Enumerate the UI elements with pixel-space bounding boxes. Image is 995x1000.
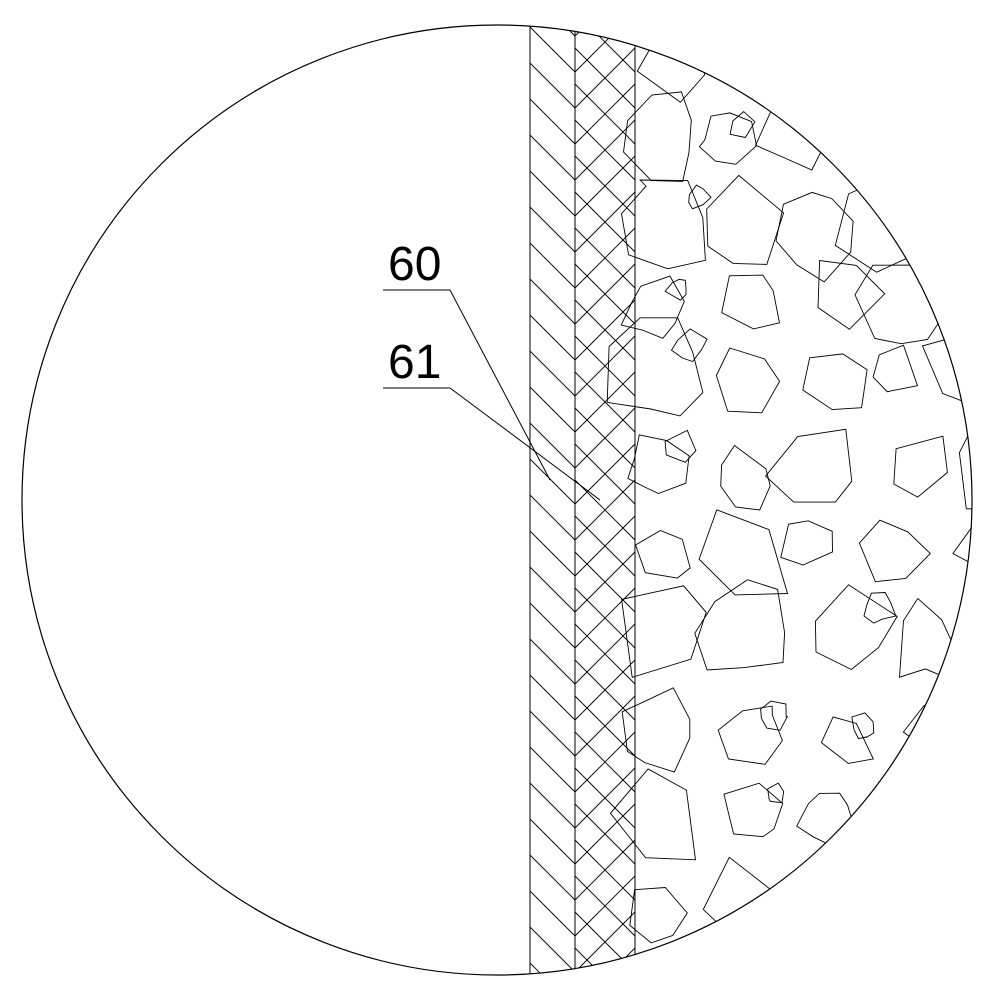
- stone-fill-layer: [607, 30, 995, 943]
- cross-section-diagram: 60 61: [0, 0, 995, 1000]
- layer-dividers: [530, 0, 635, 1000]
- detail-circle-outline: [22, 25, 972, 975]
- label-leaders: [383, 290, 600, 500]
- label-61: 61: [388, 336, 441, 389]
- hatch-layer-61: [575, 0, 635, 1000]
- hatch-layer-60: [530, 0, 575, 1000]
- label-60: 60: [388, 238, 441, 291]
